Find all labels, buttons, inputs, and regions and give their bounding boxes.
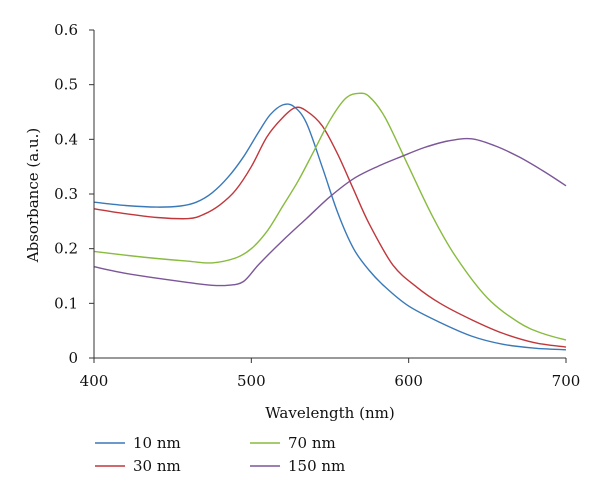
- y-axis-title: Absorbance (a.u.): [24, 128, 42, 263]
- legend-item: 70 nm: [250, 434, 336, 452]
- y-tick-label: 0.5: [54, 76, 78, 94]
- legend: 10 nm 30 nm 70 nm 150 nm: [95, 434, 345, 475]
- y-tick-label: 0.2: [54, 240, 78, 258]
- x-axis-title: Wavelength (nm): [265, 404, 394, 422]
- legend-label: 150 nm: [288, 457, 345, 475]
- y-tick-label: 0.3: [54, 185, 78, 203]
- legend-label: 10 nm: [133, 434, 181, 452]
- legend-label: 30 nm: [133, 457, 181, 475]
- x-tick-label: 600: [394, 372, 423, 390]
- plot-area: [94, 93, 566, 350]
- x-tick-label: 400: [80, 372, 109, 390]
- legend-item: 10 nm: [95, 434, 181, 452]
- y-tick-label: 0.4: [54, 130, 78, 148]
- x-tick-label: 700: [552, 372, 581, 390]
- y-tick-label: 0.6: [54, 21, 78, 39]
- series-line-30-nm: [94, 107, 566, 347]
- series-line-70-nm: [94, 93, 566, 340]
- x-tick-label: 500: [237, 372, 266, 390]
- legend-item: 150 nm: [250, 457, 345, 475]
- series-line-150-nm: [94, 139, 566, 286]
- series-line-10-nm: [94, 104, 566, 350]
- legend-item: 30 nm: [95, 457, 181, 475]
- y-tick-label: 0: [68, 349, 78, 367]
- legend-label: 70 nm: [288, 434, 336, 452]
- y-tick-label: 0.1: [54, 294, 78, 312]
